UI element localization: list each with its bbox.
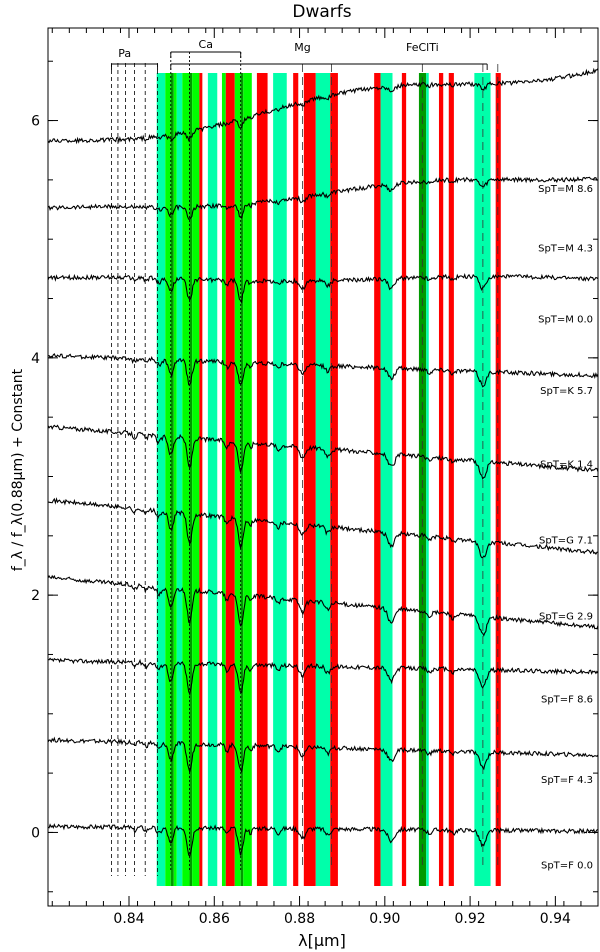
band-22 (380, 73, 393, 886)
spectrum-line-5 (47, 424, 599, 480)
y-tick-label-1: 2 (31, 588, 40, 604)
plot-frame (47, 27, 599, 907)
y-tick-label-0: 0 (31, 825, 40, 841)
x-tick-label-5: 0.94 (540, 911, 571, 927)
series-label-2: SpT=F 8.6 (541, 694, 593, 705)
band-20 (330, 73, 338, 886)
series-label-5: SpT=K 1.4 (540, 459, 593, 470)
band-23 (401, 73, 407, 886)
y-tick-label-3: 6 (31, 114, 40, 130)
group-label-pa: Pa (118, 47, 131, 60)
line-markers (111, 52, 499, 876)
series-label-8: SpT=M 4.3 (538, 243, 593, 254)
band-18 (303, 73, 316, 886)
band-9 (207, 73, 218, 886)
series-label-0: SpT=F 0.0 (541, 860, 593, 871)
band-4 (176, 73, 183, 886)
series-label-1: SpT=F 4.3 (541, 775, 593, 786)
band-3 (173, 73, 177, 886)
band-12 (234, 73, 241, 886)
spectrum-line-8 (47, 176, 599, 220)
band-7 (192, 73, 200, 886)
x-tick-label-1: 0.86 (199, 911, 230, 927)
band-15 (256, 73, 268, 886)
band-19 (315, 73, 331, 886)
series-label-7: SpT=M 0.0 (538, 315, 593, 326)
spectrum-line-9 (47, 67, 599, 145)
chart-title: Dwarfs (292, 2, 351, 22)
band-14 (243, 73, 252, 886)
axis-ticks: 0.84 0.86 0.88 0.90 0.92 0.94 0 2 4 6 (31, 28, 598, 927)
x-axis-label: λ[μm] (298, 931, 346, 950)
x-tick-label-3: 0.90 (369, 911, 400, 927)
band-2 (170, 73, 174, 886)
spectrum-line-3 (47, 574, 599, 637)
spectral-bands (156, 73, 501, 886)
band-13 (240, 73, 244, 886)
x-tick-label-0: 0.84 (113, 911, 144, 927)
band-16 (273, 73, 287, 886)
spectrum-line-0 (47, 823, 599, 858)
band-27 (448, 73, 454, 886)
spectra-series: SpT=F 0.0 SpT=F 4.3 SpT=F 8.6 SpT=G 2.9 SpT=… (47, 67, 599, 871)
band-17 (293, 73, 299, 886)
series-label-3: SpT=G 2.9 (539, 611, 593, 622)
band-5 (182, 73, 190, 886)
band-26 (438, 73, 444, 886)
band-8 (199, 73, 203, 886)
band-10 (221, 73, 226, 886)
spectrum-line-4 (47, 497, 599, 559)
band-1 (165, 73, 171, 886)
spectrum-line-1 (47, 736, 599, 774)
band-0 (156, 73, 166, 886)
band-25 (426, 73, 429, 886)
group-label-mg: Mg (294, 41, 310, 54)
spectrum-line-6 (47, 352, 599, 388)
line-group-labels: Pa Ca Mg FeClTi (111, 38, 488, 70)
spectrum-line-7 (47, 272, 599, 304)
x-tick-label-4: 0.92 (455, 911, 486, 927)
series-label-6: SpT=K 5.7 (540, 386, 593, 397)
y-tick-label-2: 4 (31, 351, 40, 367)
spectrum-line-2 (47, 657, 599, 696)
band-6 (189, 73, 193, 886)
x-tick-label-2: 0.88 (284, 911, 315, 927)
group-label-ca: Ca (199, 38, 213, 51)
band-21 (374, 73, 381, 886)
series-label-9: SpT=M 8.6 (538, 184, 593, 195)
y-axis-label: f_λ / f_λ(0.88μm) + Constant (10, 368, 26, 571)
band-24 (418, 73, 427, 886)
band-29 (495, 73, 501, 886)
series-label-4: SpT=G 7.1 (539, 535, 593, 546)
group-label-feclti: FeClTi (406, 41, 439, 54)
band-11 (225, 73, 235, 886)
